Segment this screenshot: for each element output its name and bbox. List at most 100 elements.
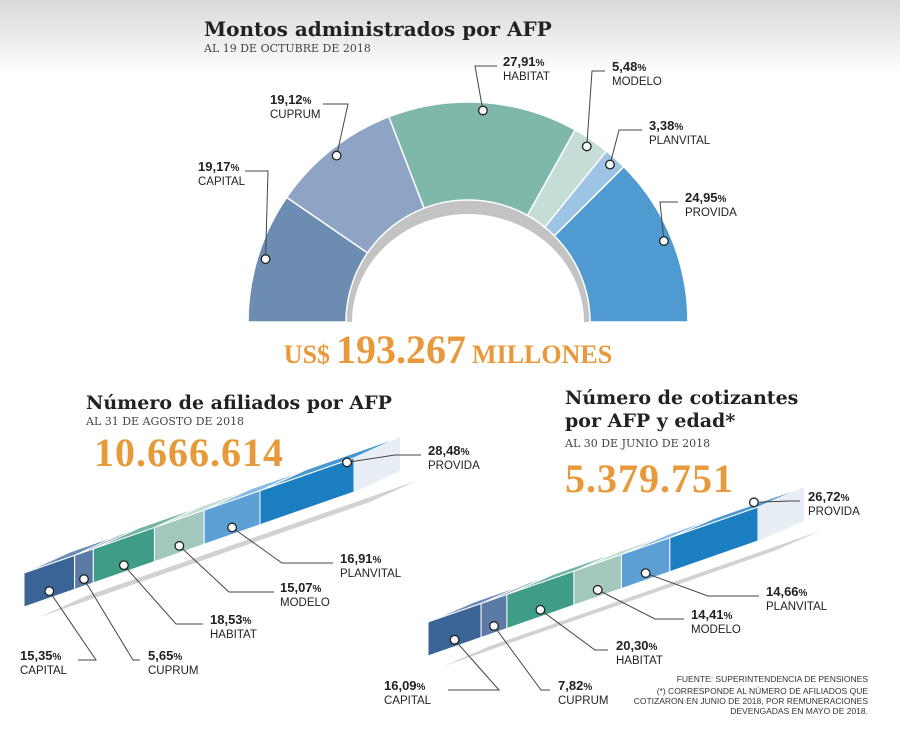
- total-value: 193.267: [336, 327, 466, 372]
- donut-value-label-cuprum: 19,12%: [270, 92, 312, 107]
- cotizantes-category-label-cuprum: CUPRUM: [558, 695, 608, 707]
- footnote-line-1: (*) CORRESPONDE AL NÚMERO DE AFILIADOS Q…: [657, 686, 869, 696]
- donut-leader-planvital: [609, 129, 642, 165]
- afiliados-category-label-capital: CAPITAL: [20, 665, 68, 677]
- header-background: [0, 0, 900, 75]
- afiliados-category-label-planvital: PLANVITAL: [340, 568, 402, 580]
- donut-category-label-capital: CAPITAL: [198, 176, 246, 188]
- cotizantes-category-label-provida: PROVIDA: [808, 506, 860, 518]
- cotizantes-value-label-habitat: 20,30%: [616, 638, 658, 653]
- afiliados-category-label-cuprum: CUPRUM: [148, 665, 198, 677]
- afiliados-value-label-habitat: 18,53%: [210, 612, 252, 627]
- afiliados-value-label-provida: 28,48%: [428, 443, 470, 458]
- afiliados-marker-provida: [342, 457, 352, 468]
- cotizantes-leader-habitat: [540, 609, 608, 651]
- afiliados-value-label-capital: 15,35%: [20, 648, 62, 663]
- footnote-line-2: COTIZARON EN JUNIO DE 2018, POR REMUNERA…: [634, 696, 869, 706]
- cotizantes-value-label-planvital: 14,66%: [766, 584, 808, 599]
- afiliados-value-label-planvital: 16,91%: [340, 551, 382, 566]
- cotizantes-value-label-cuprum: 7,82%: [558, 678, 592, 693]
- cotizantes-leader-provida: [753, 500, 800, 503]
- afiliados-marker-planvital: [227, 522, 238, 533]
- cotizantes-value-label-modelo: 14,41%: [691, 607, 733, 622]
- donut-marker-capital: [260, 254, 271, 265]
- afiliados-title: Número de afiliados por AFP: [86, 392, 392, 414]
- cotizantes-leader-planvital: [645, 572, 759, 597]
- cotizantes-leader-modelo: [597, 589, 684, 620]
- afiliados-leader-provida: [346, 454, 421, 463]
- cotizantes-category-label-capital: CAPITAL: [384, 695, 432, 707]
- cotizantes-leader-cuprum: [493, 625, 550, 691]
- donut-slice-provida: [553, 165, 689, 323]
- cotizantes-title-line1: Número de cotizantes: [565, 387, 798, 409]
- afiliados-leader-cuprum: [83, 578, 140, 661]
- total-prefix: US$: [284, 340, 330, 369]
- donut-title: Montos administrados por AFP: [204, 17, 552, 41]
- cotizantes-marker-cuprum: [489, 621, 499, 631]
- donut-marker-habitat: [477, 105, 488, 116]
- cotizantes-category-label-habitat: HABITAT: [616, 655, 663, 667]
- donut-leader-provida: [659, 201, 678, 242]
- cotizantes-total: 5.379.751: [565, 456, 734, 501]
- donut-value-label-capital: 19,17%: [198, 159, 240, 174]
- afiliados-leader-modelo: [178, 545, 274, 593]
- donut-value-label-provida: 24,95%: [685, 190, 727, 205]
- donut-value-label-modelo: 5,48%: [612, 59, 646, 74]
- donut-marker-cuprum: [331, 150, 342, 161]
- afiliados-bar-end-face: [354, 437, 400, 492]
- footnote-source: FUENTE: SUPERINTENDENCIA DE PENSIONES: [677, 674, 869, 684]
- afiliados-total: 10.666.614: [94, 430, 284, 475]
- afiliados-value-label-modelo: 15,07%: [280, 580, 322, 595]
- cotizantes-leader-capital: [448, 639, 501, 691]
- donut-category-label-habitat: HABITAT: [503, 71, 550, 83]
- donut-category-label-modelo: MODELO: [612, 76, 662, 88]
- cotizantes-subtitle: AL 30 DE JUNIO DE 2018: [564, 437, 710, 450]
- donut-subtitle: AL 19 DE OCTUBRE DE 2018: [203, 42, 371, 55]
- afiliados-leader-capital: [48, 590, 97, 661]
- afiliados-bar-chart: 15,35% CAPITAL 5,65% CUPRUM 18,53% HABITAT 15,…: [20, 436, 480, 677]
- donut-inner-shadow: [328, 192, 608, 322]
- afiliados-value-label-cuprum: 5,65%: [148, 648, 182, 663]
- donut-marker-planvital: [605, 159, 615, 170]
- cotizantes-category-label-modelo: MODELO: [691, 624, 741, 636]
- cotizantes-bar-shadow: [444, 531, 820, 666]
- cotizantes-marker-capital: [449, 634, 460, 645]
- donut-leader-modelo: [586, 70, 605, 147]
- donut-value-label-planvital: 3,38%: [649, 118, 683, 133]
- cotizantes-marker-provida: [748, 497, 759, 508]
- cotizantes-marker-habitat: [535, 604, 546, 615]
- cotizantes-title-line2: por AFP y edad*: [565, 410, 735, 432]
- donut-total: US$ 193.267 MILLONES: [284, 327, 612, 372]
- donut-marker-modelo: [581, 141, 592, 152]
- donut-chart: 19,17% CAPITAL 19,12% CUPRUM 27,91% HABITAT 5,…: [198, 54, 737, 323]
- afiliados-marker-modelo: [174, 540, 185, 551]
- cotizantes-marker-modelo: [592, 584, 603, 595]
- afiliados-bar-shadow: [40, 481, 416, 617]
- donut-category-label-planvital: PLANVITAL: [649, 135, 711, 147]
- cotizantes-marker-planvital: [640, 568, 651, 579]
- afiliados-category-label-habitat: HABITAT: [210, 629, 257, 641]
- afiliados-subtitle: AL 31 DE AGOSTO DE 2018: [85, 415, 244, 428]
- afiliados-marker-cuprum: [79, 574, 89, 585]
- afiliados-leader-planvital: [231, 527, 333, 564]
- donut-category-label-cuprum: CUPRUM: [270, 109, 320, 121]
- cotizantes-value-label-capital: 16,09%: [384, 678, 426, 693]
- cotizantes-category-label-planvital: PLANVITAL: [766, 601, 828, 613]
- cotizantes-bar-chart: 16,09% CAPITAL 7,82% CUPRUM 20,30% HABITAT 14,…: [384, 486, 860, 707]
- total-suffix: MILLONES: [472, 340, 612, 369]
- afiliados-marker-habitat: [118, 560, 129, 571]
- donut-marker-provida: [658, 236, 669, 246]
- donut-leader-cuprum: [323, 103, 349, 156]
- footnote-line-3: DEVENGADAS EN MAYO DE 2018.: [730, 706, 868, 716]
- afiliados-category-label-provida: PROVIDA: [428, 460, 480, 472]
- donut-value-label-habitat: 27,91%: [503, 54, 545, 69]
- afiliados-marker-capital: [44, 586, 55, 597]
- cotizantes-bar-segment-front-provida: [669, 506, 759, 573]
- afiliados-category-label-modelo: MODELO: [280, 597, 330, 609]
- donut-leader-habitat: [474, 65, 497, 111]
- cotizantes-value-label-provida: 26,72%: [808, 489, 850, 504]
- afiliados-leader-habitat: [123, 564, 203, 625]
- donut-category-label-provida: PROVIDA: [685, 207, 737, 219]
- donut-leader-capital: [245, 170, 269, 260]
